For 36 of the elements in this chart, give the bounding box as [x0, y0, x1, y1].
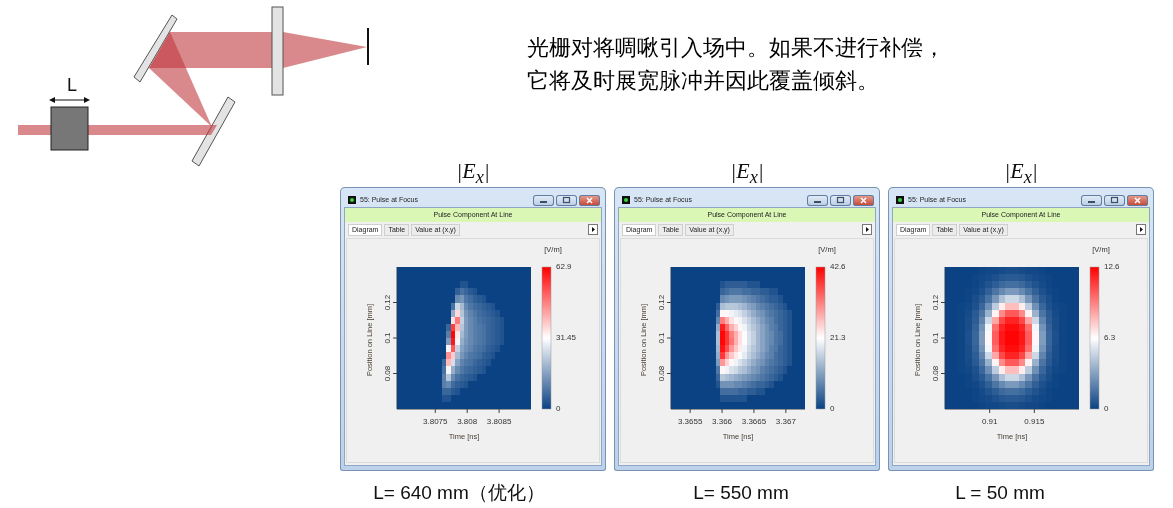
x-tick-label: 3.808	[457, 416, 478, 426]
x-tick-label: 0.915	[1024, 416, 1045, 426]
y-tick-label: 0.08	[657, 365, 666, 382]
chart-title: |E$_{x}$|	[1003, 157, 1039, 188]
text: L= 550 mm	[692, 481, 790, 505]
y-tick-label: 0.1	[931, 331, 940, 344]
y-tick-label: 0.1	[383, 331, 392, 344]
x-tick-label: 3.8075	[423, 416, 449, 426]
color-bar-label: 31.45	[556, 333, 577, 343]
x-tick-label: 3.8085	[486, 416, 512, 426]
y-tick-label: 0.08	[931, 365, 940, 382]
color-bar-label: 12.6	[1104, 262, 1121, 272]
x-tick-label: 3.366	[712, 416, 733, 426]
text: L	[66, 74, 78, 96]
color-bar-label: 0	[1104, 404, 1109, 414]
text: L= 640 mm（优化）	[372, 481, 546, 505]
color-bar-label: 62.9	[556, 262, 573, 272]
y-tick-label: 0.08	[383, 365, 392, 382]
text: 光栅对将啁啾引入场中。如果不进行补偿，	[527, 34, 945, 61]
color-bar-label: 0	[830, 404, 835, 414]
text: L = 50 mm	[954, 481, 1046, 505]
color-bar-label: 42.6	[830, 262, 847, 272]
y-tick-label: 0.1	[657, 331, 666, 344]
y-tick-label: 0.12	[657, 294, 666, 311]
x-tick-label: 0.91	[981, 416, 998, 426]
chart-title: |E$_{x}$|	[729, 157, 765, 188]
color-bar-label: 21.3	[830, 333, 847, 343]
color-bar-label: 0	[556, 404, 561, 414]
color-bar-label: 6.3	[1104, 333, 1116, 343]
y-tick-label: 0.12	[383, 294, 392, 311]
x-tick-label: 3.367	[775, 416, 797, 426]
text: 它将及时展宽脉冲并因此覆盖倾斜。	[527, 67, 879, 94]
x-tick-label: 3.3665	[741, 416, 767, 426]
x-tick-label: 3.3655	[677, 416, 703, 426]
chart-title: |E$_{x}$|	[455, 157, 491, 188]
y-tick-label: 0.12	[931, 294, 940, 311]
